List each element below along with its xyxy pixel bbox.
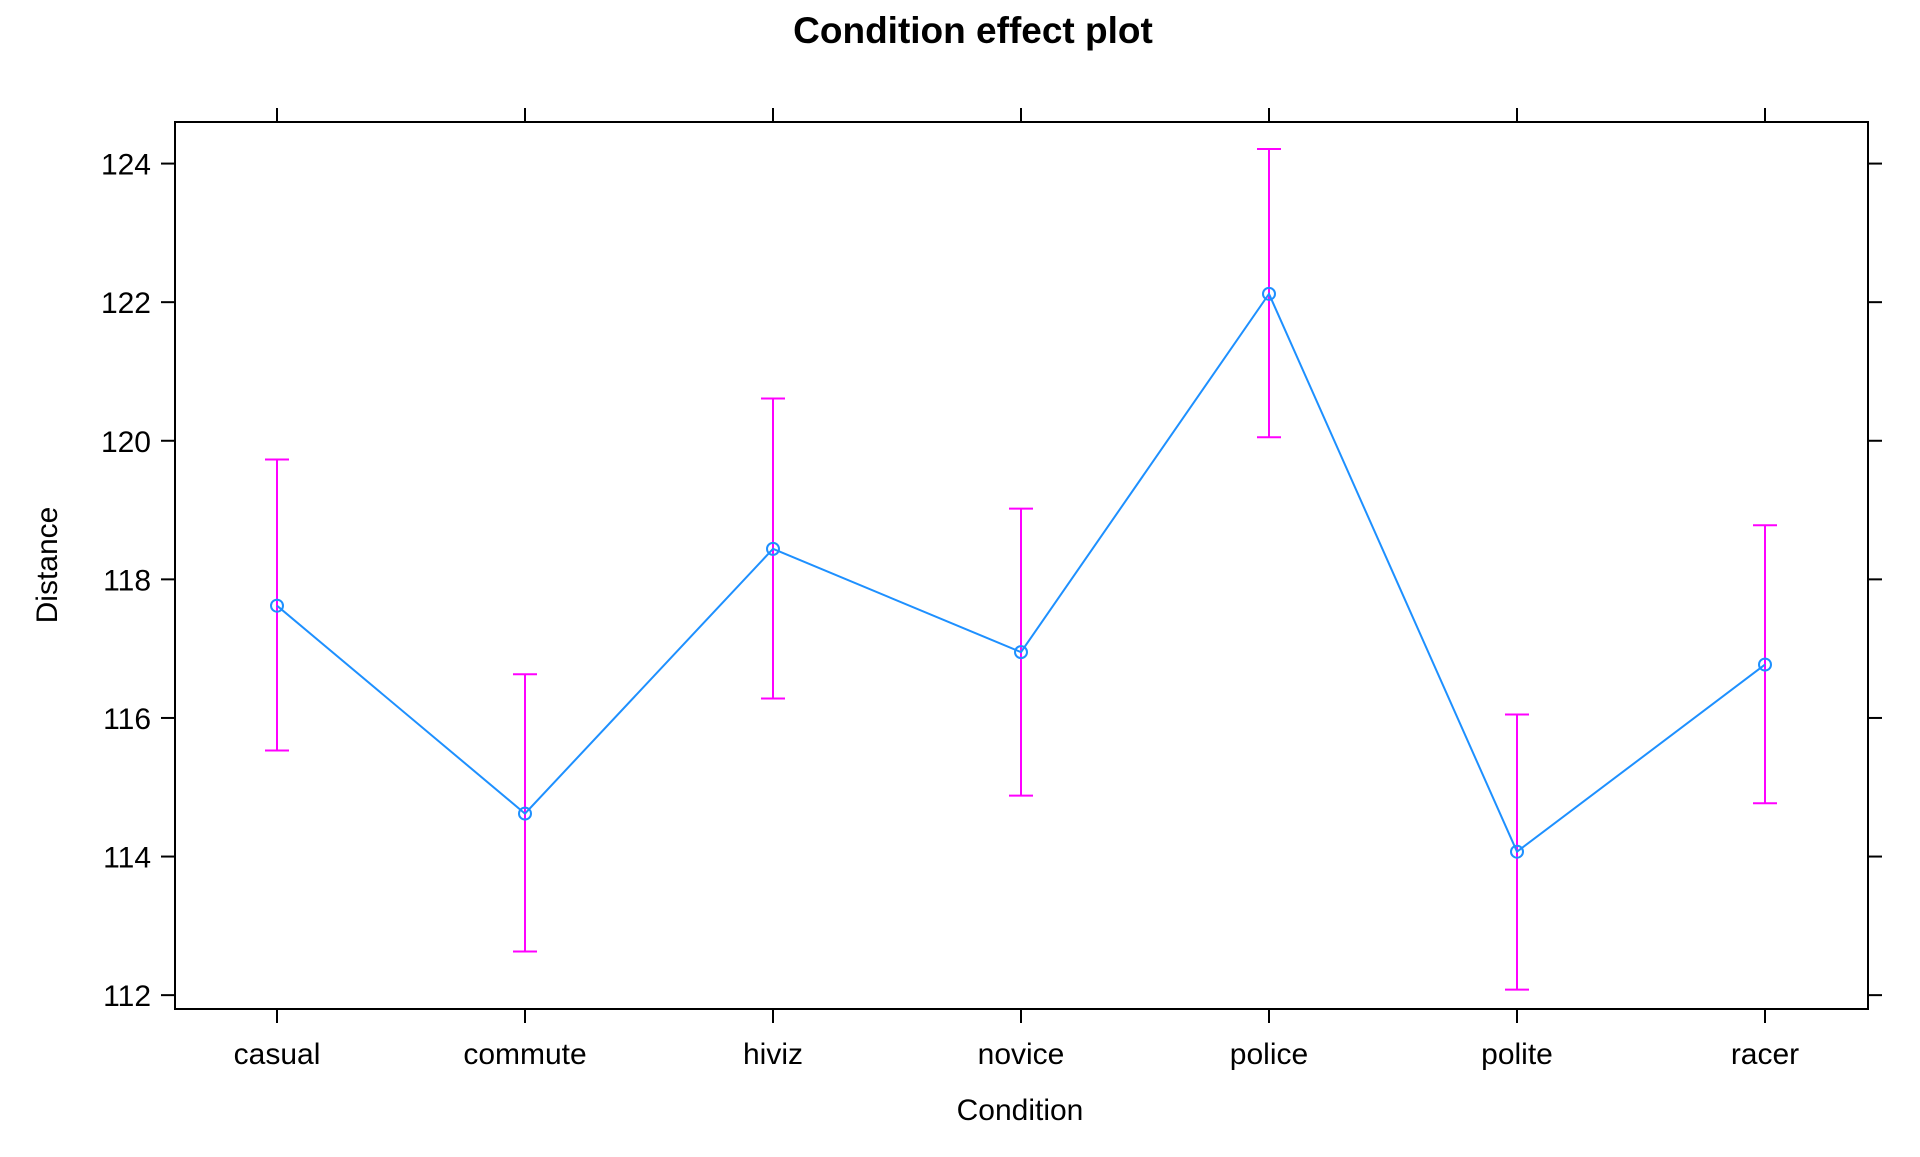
x-tick-label: novice xyxy=(978,1038,1065,1071)
data-point-casual xyxy=(270,598,284,613)
data-point-novice xyxy=(1014,645,1028,660)
x-tick-label: racer xyxy=(1731,1038,1799,1071)
y-tick-label: 124 xyxy=(101,149,151,182)
x-axis: casual commute hiviz novice police polite race… xyxy=(234,108,1799,1071)
data-point-commute xyxy=(518,806,532,821)
y-tick-label: 114 xyxy=(103,842,151,875)
y-tick-label: 118 xyxy=(103,564,151,597)
series-points xyxy=(270,286,1772,859)
x-tick-label: police xyxy=(1230,1038,1308,1071)
y-tick-label: 116 xyxy=(103,703,151,736)
x-tick-label: casual xyxy=(234,1038,321,1071)
data-point-polite xyxy=(1510,844,1524,859)
series-line xyxy=(276,291,1766,854)
chart-title: Condition effect plot xyxy=(793,10,1153,51)
data-point-racer xyxy=(1758,657,1772,672)
y-axis-label: Distance xyxy=(31,507,64,624)
x-tick-label: hiviz xyxy=(743,1038,803,1071)
series-line-group xyxy=(276,291,1766,854)
y-axis: 112 114 116 118 120 122 124 xyxy=(101,149,1882,1013)
x-axis-label: Condition xyxy=(957,1094,1084,1127)
data-point-hiviz xyxy=(766,541,780,556)
data-point-police xyxy=(1262,286,1276,301)
x-tick-label: polite xyxy=(1481,1038,1553,1071)
x-tick-label: commute xyxy=(463,1038,586,1071)
y-tick-label: 120 xyxy=(101,426,151,459)
y-tick-label: 122 xyxy=(101,287,151,320)
error-bars xyxy=(265,148,1777,991)
y-tick-label: 112 xyxy=(103,980,151,1013)
